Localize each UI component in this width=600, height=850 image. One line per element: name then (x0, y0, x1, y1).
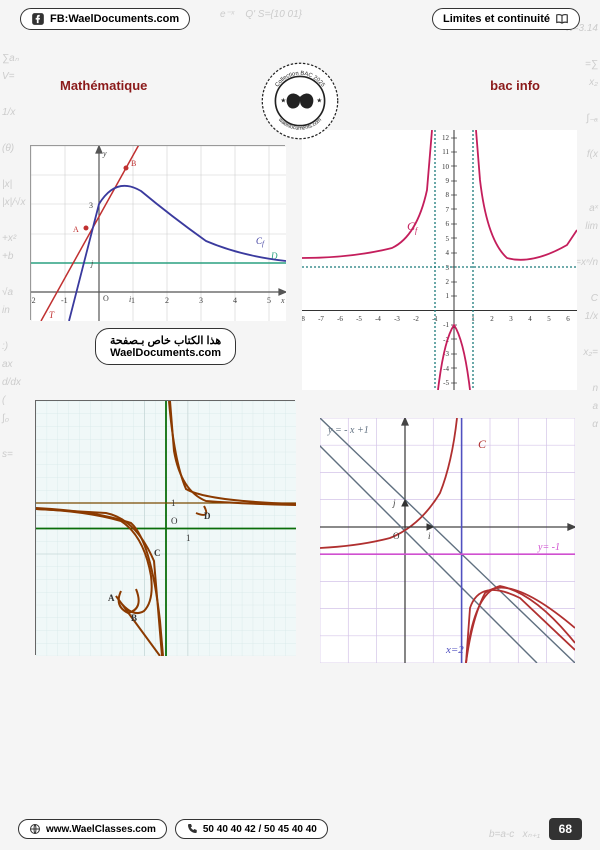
page-number: 68 (549, 818, 582, 840)
svg-text:A: A (73, 225, 79, 234)
svg-text:5: 5 (267, 296, 271, 305)
svg-text:-4: -4 (375, 315, 381, 323)
facebook-label: FB:WaelDocuments.com (50, 13, 179, 25)
phone-label: 50 40 40 42 / 50 45 40 40 (203, 824, 317, 835)
svg-text:A: A (108, 593, 115, 603)
svg-text:★: ★ (280, 97, 286, 105)
top-bar: FB:WaelDocuments.com Limites et continui… (0, 8, 600, 30)
watermark-arabic: هذا الكتاب خاص بـصفحة (110, 334, 221, 347)
svg-text:y: y (102, 149, 107, 158)
svg-text:-6: -6 (337, 315, 343, 323)
center-badge: Collection BAC 2025 waeldocuments.com ★ … (259, 60, 341, 147)
watermark-box: هذا الكتاب خاص بـصفحة WaelDocuments.com (95, 328, 236, 365)
svg-text:O: O (393, 531, 400, 541)
website-pill: www.WaelClasses.com (18, 819, 167, 839)
svg-text:11: 11 (442, 148, 449, 156)
svg-text:B: B (131, 159, 136, 168)
chapter-label: Limites et continuité (443, 13, 550, 25)
svg-text:4: 4 (233, 296, 237, 305)
facebook-icon (31, 12, 45, 26)
svg-text:y = - x +1: y = - x +1 (327, 425, 369, 436)
chart-3: O 1 1 A B C D (35, 400, 295, 655)
svg-text:8: 8 (446, 191, 450, 199)
svg-text:x: x (280, 296, 285, 305)
website-label: www.WaelClasses.com (46, 824, 156, 835)
phone-icon (186, 823, 198, 835)
svg-text:C: C (154, 548, 161, 558)
svg-text:-4: -4 (443, 365, 449, 373)
svg-text:1: 1 (446, 292, 450, 300)
svg-text:j: j (392, 498, 396, 508)
title-left: Mathématique (60, 78, 147, 93)
svg-text:1: 1 (186, 533, 191, 543)
svg-text:y= -1: y= -1 (537, 542, 560, 553)
svg-text:-1: -1 (443, 321, 449, 329)
svg-text:-7: -7 (318, 315, 324, 323)
svg-text:3: 3 (89, 201, 93, 210)
svg-text:6: 6 (446, 220, 450, 228)
svg-text:-5: -5 (356, 315, 362, 323)
svg-text:2: 2 (490, 315, 494, 323)
svg-text:5: 5 (446, 235, 450, 243)
svg-text:C: C (478, 437, 487, 451)
chapter-pill: Limites et continuité (432, 8, 580, 30)
svg-text:10: 10 (442, 163, 450, 171)
svg-text:4: 4 (528, 315, 532, 323)
svg-text:B: B (131, 613, 137, 623)
svg-text:3: 3 (509, 315, 513, 323)
svg-text:9: 9 (446, 177, 450, 185)
svg-text:-1: -1 (61, 296, 68, 305)
footer-bar: www.WaelClasses.com 50 40 40 42 / 50 45 … (0, 818, 600, 840)
svg-text:★: ★ (316, 97, 322, 105)
svg-text:x=2: x=2 (445, 644, 464, 656)
chart-4: y = - x +1 x=2 y= -1 C O i j (320, 418, 575, 663)
svg-text:-2: -2 (31, 296, 36, 305)
title-right: bac info (490, 78, 540, 93)
svg-text:-2: -2 (413, 315, 419, 323)
svg-text:D: D (204, 511, 211, 521)
svg-text:-3: -3 (394, 315, 400, 323)
svg-text:7: 7 (446, 206, 450, 214)
svg-text:6: 6 (566, 315, 570, 323)
svg-text:O: O (171, 516, 178, 526)
book-icon (555, 12, 569, 26)
phone-pill: 50 40 40 42 / 50 45 40 40 (175, 819, 328, 839)
svg-text:-5: -5 (443, 379, 449, 387)
svg-text:-8: -8 (302, 315, 305, 323)
svg-text:2: 2 (446, 278, 450, 286)
watermark-english: WaelDocuments.com (110, 347, 221, 359)
svg-text:1: 1 (171, 498, 176, 508)
svg-text:3: 3 (199, 296, 203, 305)
facebook-pill: FB:WaelDocuments.com (20, 8, 190, 30)
svg-text:1: 1 (131, 296, 135, 305)
svg-text:3: 3 (446, 264, 450, 272)
svg-text:4: 4 (446, 249, 450, 257)
svg-text:5: 5 (547, 315, 551, 323)
globe-icon (29, 823, 41, 835)
svg-text:2: 2 (165, 296, 169, 305)
svg-text:O: O (103, 294, 109, 303)
svg-text:12: 12 (442, 134, 450, 142)
chart-1: D T Cf A B O i j 3 -1-2 12 34 5x y (30, 145, 285, 320)
chart-2: 123 456 789 101112 -1-2-3 -4-5 -8-7-6 -5… (302, 130, 577, 390)
